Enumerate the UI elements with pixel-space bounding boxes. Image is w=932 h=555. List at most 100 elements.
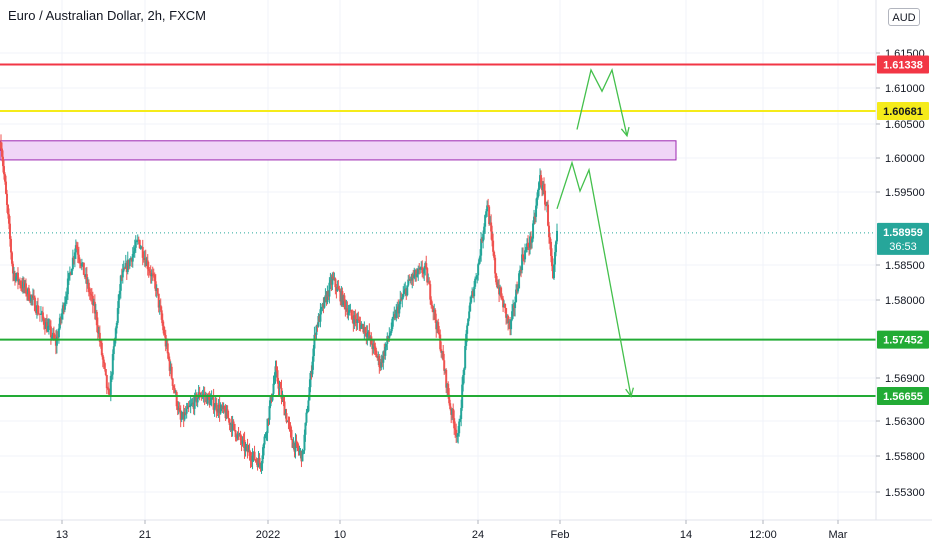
current-price-label: 1.58959 (883, 227, 923, 239)
candle-body (156, 288, 159, 294)
candle-body (213, 407, 216, 410)
candle-body (400, 299, 403, 301)
candle-body (66, 278, 69, 295)
projection-path[interactable] (576, 68, 628, 136)
candle-body (243, 439, 246, 452)
candle-body (160, 310, 163, 320)
candle-body (443, 360, 446, 371)
candle-body (469, 302, 472, 312)
candle-body (253, 451, 256, 460)
candle-body (172, 385, 175, 389)
projection-path[interactable] (556, 160, 632, 397)
candle-body (500, 287, 503, 298)
candle (432, 306, 435, 321)
candle (150, 269, 153, 284)
candle-body (294, 440, 297, 452)
candle-body (494, 257, 497, 274)
candle-body (459, 419, 462, 422)
candle-body (139, 247, 142, 249)
candle (36, 297, 39, 316)
candle (512, 299, 515, 319)
candle-body (457, 433, 460, 436)
candle-body (141, 246, 144, 258)
candle-body (385, 343, 388, 347)
candle (544, 183, 547, 211)
candle (547, 199, 550, 227)
candle-body (308, 387, 311, 401)
candle-body (313, 334, 316, 349)
candle-body (485, 211, 488, 216)
candle-body (306, 411, 309, 413)
level-price-badge (877, 387, 929, 406)
candle-body (53, 338, 56, 340)
candle (417, 265, 420, 281)
candle-body (131, 254, 134, 262)
candle (141, 239, 144, 266)
candle (10, 251, 13, 267)
candle (467, 318, 470, 327)
candle-body (337, 286, 340, 290)
candle-body (78, 259, 81, 264)
candle-body (73, 252, 76, 259)
candle-body (16, 272, 19, 282)
candle-body (536, 197, 539, 206)
candle-body (425, 263, 428, 269)
candle (556, 223, 558, 245)
candle-body (196, 397, 199, 403)
candle-body (60, 313, 63, 320)
candle (480, 232, 483, 262)
candle-body (121, 270, 124, 278)
supply-zone-rect[interactable] (0, 140, 677, 161)
candle-body (178, 408, 181, 412)
zone-layer (0, 140, 677, 161)
candle-body (421, 267, 424, 273)
candle-body (183, 412, 186, 420)
candle-body (303, 434, 306, 451)
candle-body (152, 274, 155, 276)
candle-body (538, 182, 541, 190)
currency-badge[interactable]: AUD (888, 8, 920, 26)
candle (366, 325, 369, 346)
candle-body (46, 326, 49, 332)
candle (274, 360, 277, 384)
candle-body (226, 409, 229, 418)
candle-body (295, 440, 298, 443)
candle-body (535, 205, 538, 217)
candle-body (55, 336, 58, 346)
candle-body (375, 350, 378, 358)
candle-body (547, 204, 550, 226)
candle-body (440, 349, 443, 353)
candle (189, 396, 192, 414)
candle-body (389, 332, 392, 336)
candle (540, 170, 543, 188)
candle-body (343, 295, 346, 302)
candle (107, 382, 110, 396)
candle-body (350, 310, 353, 316)
candle-body (432, 306, 435, 313)
candle-body (57, 328, 60, 338)
candle-body (134, 241, 137, 248)
candle (75, 241, 78, 250)
projection-arrowhead (620, 126, 630, 138)
candle (128, 258, 131, 269)
candle (58, 313, 61, 331)
candle-body (448, 394, 451, 404)
candle-body (462, 375, 465, 385)
candle-body (467, 318, 470, 326)
level-price-badge (877, 101, 929, 120)
candle-body (223, 406, 226, 412)
candle (323, 296, 326, 309)
projections (556, 68, 634, 398)
candle-body (1, 156, 4, 167)
candle (233, 423, 236, 432)
candle-body (105, 374, 108, 389)
candle (4, 175, 7, 195)
candle-body (468, 311, 471, 319)
candle (16, 267, 19, 290)
candle (134, 235, 137, 253)
candle (524, 243, 527, 263)
candle (354, 309, 357, 327)
candle-body (193, 395, 196, 409)
